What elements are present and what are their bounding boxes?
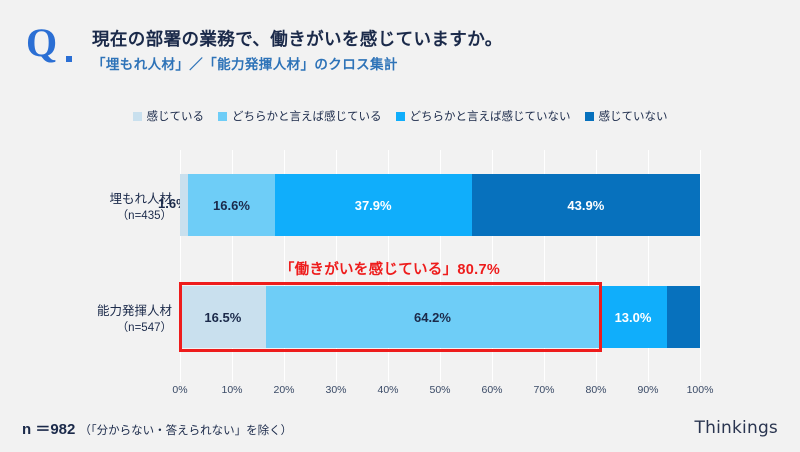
x-tick-80: 80% [585, 384, 607, 396]
gridline-40 [388, 150, 389, 382]
question-mark-glyph: Q [26, 20, 57, 65]
page-subtitle: 「埋もれ人材」／「能力発揮人材」のクロス集計 [92, 57, 398, 72]
legend-label: どちらかと言えば感じている [232, 111, 382, 123]
highlight-annotation: 「働きがいを感じている」80.7% [279, 262, 501, 278]
gridline-0 [180, 150, 181, 382]
x-tick-60: 60% [481, 384, 503, 396]
header: Q 現在の部署の業務で、働きがいを感じていますか。 「埋もれ人材」／「能力発揮人… [0, 0, 800, 95]
legend-swatch-icon [132, 111, 142, 121]
category-sample-size: （n=435） [116, 210, 172, 223]
gridline-100 [700, 150, 701, 382]
bar-segment[interactable]: 37.9% [274, 174, 472, 236]
x-tick-90: 90% [637, 384, 659, 396]
x-tick-0: 0% [172, 384, 188, 396]
bar-row-0: 16.6% 37.9% 43.9% [180, 174, 700, 236]
bar-segment[interactable] [666, 286, 700, 348]
gridline-80 [596, 150, 597, 382]
category-name: 能力発揮人材 [96, 304, 172, 318]
bar-segment[interactable]: 64.2% [265, 286, 600, 348]
gridline-90 [648, 150, 649, 382]
legend-label: 感じていない [598, 111, 668, 123]
bar-segment[interactable]: 43.9% [471, 174, 700, 236]
bar-segment[interactable] [180, 174, 189, 236]
x-tick-20: 20% [273, 384, 295, 396]
legend-swatch-icon [395, 111, 405, 121]
page-title: 現在の部署の業務で、働きがいを感じていますか。 [92, 29, 503, 49]
category-label-0: 埋もれ人材 （n=435） [52, 190, 172, 225]
bar-segment[interactable]: 13.0% [599, 286, 667, 348]
x-tick-10: 10% [221, 384, 243, 396]
x-tick-100: 100% [686, 384, 714, 396]
footer-sample-size: n ＝982 （「分からない・答えられない」を除く） [22, 418, 292, 439]
question-mark-period [66, 56, 72, 62]
category-sample-size: （n=547） [116, 322, 172, 335]
legend-item-0[interactable]: 感じている [132, 108, 205, 124]
x-tick-70: 70% [533, 384, 555, 396]
category-name: 埋もれ人材 [109, 192, 172, 206]
gridlines [180, 150, 701, 382]
footer-n-value: n ＝982 [22, 421, 76, 438]
x-tick-30: 30% [325, 384, 347, 396]
bar-segment[interactable]: 16.6% [188, 174, 275, 236]
legend-item-2[interactable]: どちらかと言えば感じていない [395, 108, 571, 124]
x-tick-40: 40% [377, 384, 399, 396]
gridline-20 [284, 150, 285, 382]
legend-label: 感じている [146, 111, 205, 123]
chart-legend: 感じている どちらかと言えば感じている どちらかと言えば感じていない 感じていない [0, 108, 800, 124]
gridline-70 [544, 150, 545, 382]
x-tick-50: 50% [429, 384, 451, 396]
legend-item-1[interactable]: どちらかと言えば感じている [218, 108, 382, 124]
legend-item-3[interactable]: 感じていない [584, 108, 668, 124]
bar-row-1: 16.5% 64.2% 13.0% [180, 286, 700, 348]
gridline-50 [440, 150, 441, 382]
footer-note: （「分からない・答えられない」を除く） [79, 425, 293, 437]
gridline-60 [492, 150, 493, 382]
chart-plot-area: 埋もれ人材 （n=435） 1.6% 16.6% 37.9% 43.9% 能力発揮人材 （n=… [97, 150, 701, 382]
legend-swatch-icon [584, 111, 594, 121]
gridline-30 [336, 150, 337, 382]
category-label-1: 能力発揮人材 （n=547） [52, 302, 172, 337]
x-axis: 0% 10% 20% 30% 40% 50% 60% 70% 80% 90% 100% [172, 384, 713, 402]
legend-swatch-icon [218, 111, 227, 121]
brand-logo: Thinkings [694, 418, 778, 438]
gridline-10 [232, 150, 233, 382]
legend-label: どちらかと言えば感じていない [409, 111, 571, 123]
bar-segment[interactable]: 16.5% [180, 286, 266, 348]
